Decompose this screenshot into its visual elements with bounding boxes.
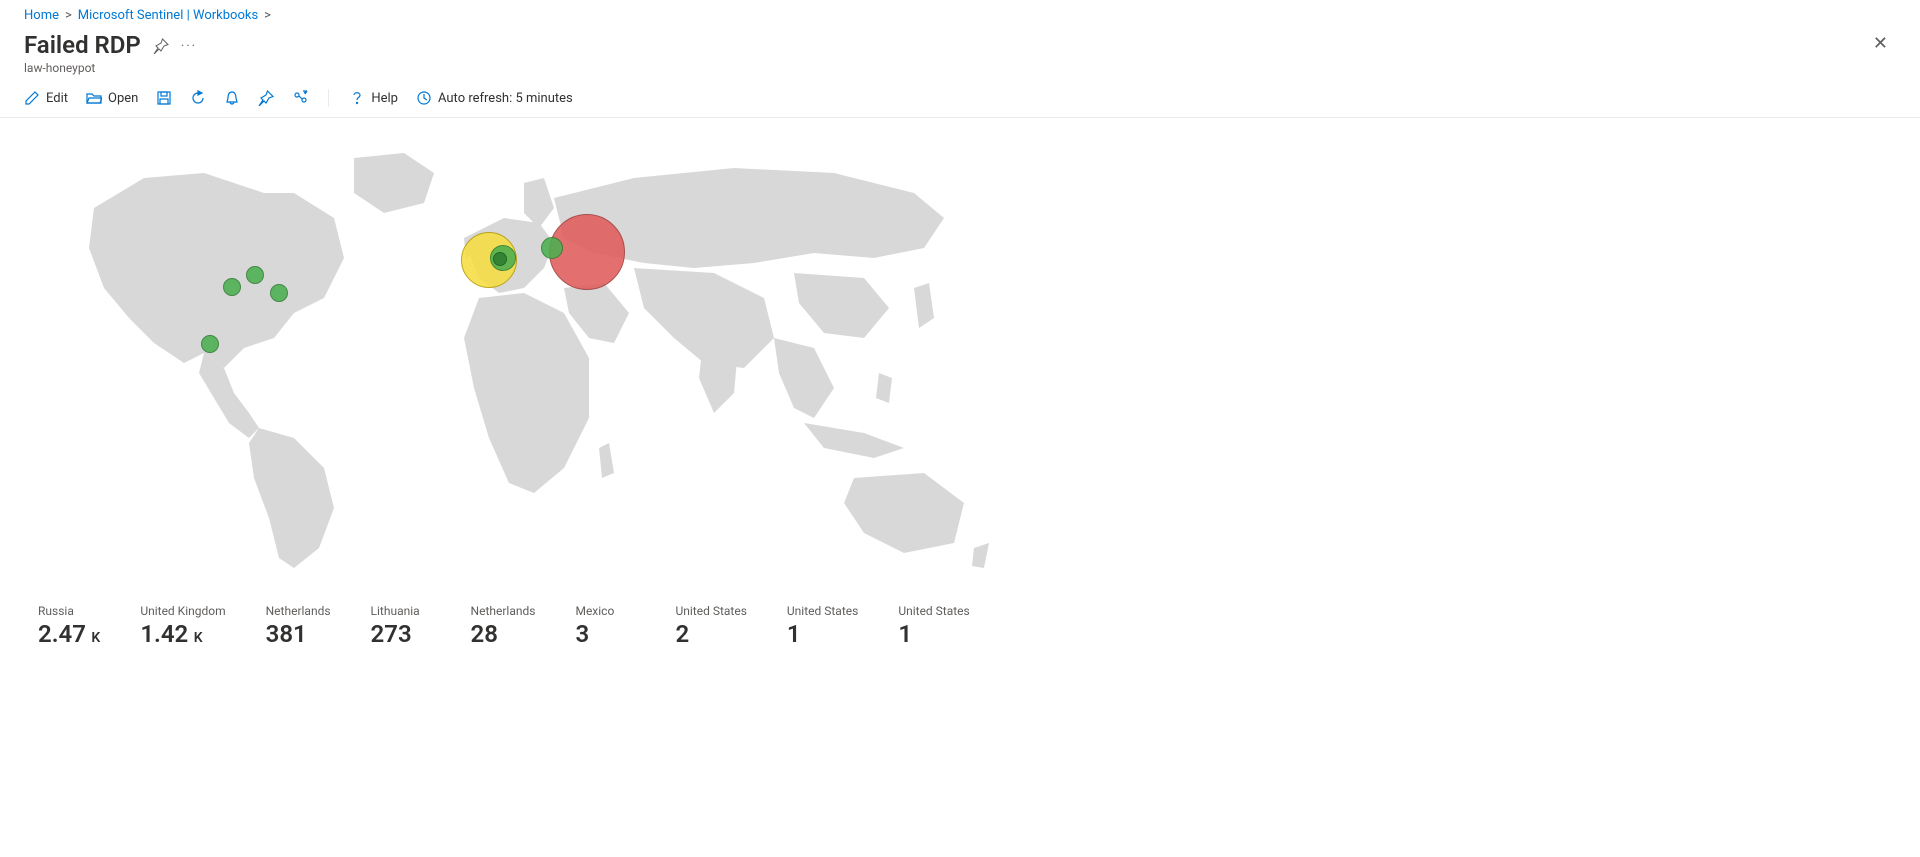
stat-label: Netherlands — [471, 604, 536, 618]
stat-value: 28 — [471, 620, 536, 648]
map-bubble-netherlands-b[interactable] — [493, 252, 507, 266]
stat-value: 1 — [787, 620, 858, 648]
stat-value: 3 — [575, 620, 635, 648]
map-bubble-us-1[interactable] — [246, 266, 264, 284]
stat-value: 2.47 K — [38, 620, 100, 648]
map-bubble-us-2[interactable] — [223, 278, 241, 296]
help-label: Help — [371, 91, 398, 106]
edit-button[interactable]: Edit — [24, 90, 68, 106]
breadcrumb-home[interactable]: Home — [24, 8, 59, 23]
stat-suffix: K — [190, 630, 202, 646]
save-button[interactable] — [156, 90, 172, 106]
auto-refresh-label: Auto refresh: 5 minutes — [438, 91, 573, 106]
stat-item[interactable]: United States 2 — [675, 604, 746, 648]
content-scroll[interactable]: Russia 2.47 K United Kingdom 1.42 K Netherla… — [0, 118, 1920, 845]
chevron-right-icon: > — [65, 8, 72, 23]
world-map[interactable] — [24, 138, 1044, 578]
stat-value: 273 — [371, 620, 431, 648]
toolbar: Edit Open Help Auto refresh: 5 minutes — [0, 79, 1920, 118]
subtitle: law-honeypot — [0, 59, 1920, 79]
stat-value: 1.42 K — [140, 620, 225, 648]
map-bubble-us-3[interactable] — [270, 284, 288, 302]
stat-item[interactable]: Mexico 3 — [575, 604, 635, 648]
stat-value: 1 — [898, 620, 969, 648]
stat-item[interactable]: Lithuania 273 — [371, 604, 431, 648]
more-icon[interactable]: ··· — [181, 33, 197, 54]
breadcrumb: Home > Microsoft Sentinel | Workbooks > — [0, 0, 1920, 27]
stats-row: Russia 2.47 K United Kingdom 1.42 K Netherla… — [24, 604, 1896, 648]
stat-item[interactable]: Russia 2.47 K — [38, 604, 100, 648]
toolbar-separator — [328, 89, 329, 107]
stat-item[interactable]: United States 1 — [787, 604, 858, 648]
chevron-right-icon: > — [264, 8, 271, 23]
edit-label: Edit — [46, 91, 68, 106]
share-button[interactable] — [292, 90, 308, 106]
stat-value: 2 — [675, 620, 746, 648]
stat-item[interactable]: Netherlands 381 — [266, 604, 331, 648]
stat-item[interactable]: Netherlands 28 — [471, 604, 536, 648]
world-map-svg — [24, 138, 1044, 578]
stat-value: 381 — [266, 620, 331, 648]
stat-label: Netherlands — [266, 604, 331, 618]
stat-label: Russia — [38, 604, 100, 618]
breadcrumb-sentinel-workbooks[interactable]: Microsoft Sentinel | Workbooks — [78, 8, 258, 23]
auto-refresh-button[interactable]: Auto refresh: 5 minutes — [416, 90, 573, 106]
stat-suffix: K — [88, 630, 100, 646]
stat-label: United States — [675, 604, 746, 618]
pin-icon[interactable] — [153, 32, 169, 54]
stat-label: Lithuania — [371, 604, 431, 618]
close-icon[interactable]: ✕ — [1873, 33, 1888, 54]
pin-button[interactable] — [258, 90, 274, 106]
stat-item[interactable]: United Kingdom 1.42 K — [140, 604, 225, 648]
stat-label: United States — [787, 604, 858, 618]
stat-label: United Kingdom — [140, 604, 225, 618]
map-bubble-lithuania[interactable] — [541, 237, 563, 259]
page-title: Failed RDP — [24, 31, 141, 59]
stat-label: Mexico — [575, 604, 635, 618]
open-button[interactable]: Open — [86, 90, 138, 106]
map-bubble-mexico[interactable] — [201, 335, 219, 353]
alert-button[interactable] — [224, 90, 240, 106]
open-label: Open — [108, 91, 138, 106]
stat-item[interactable]: United States 1 — [898, 604, 969, 648]
refresh-button[interactable] — [190, 90, 206, 106]
stat-label: United States — [898, 604, 969, 618]
help-button[interactable]: Help — [349, 90, 398, 106]
